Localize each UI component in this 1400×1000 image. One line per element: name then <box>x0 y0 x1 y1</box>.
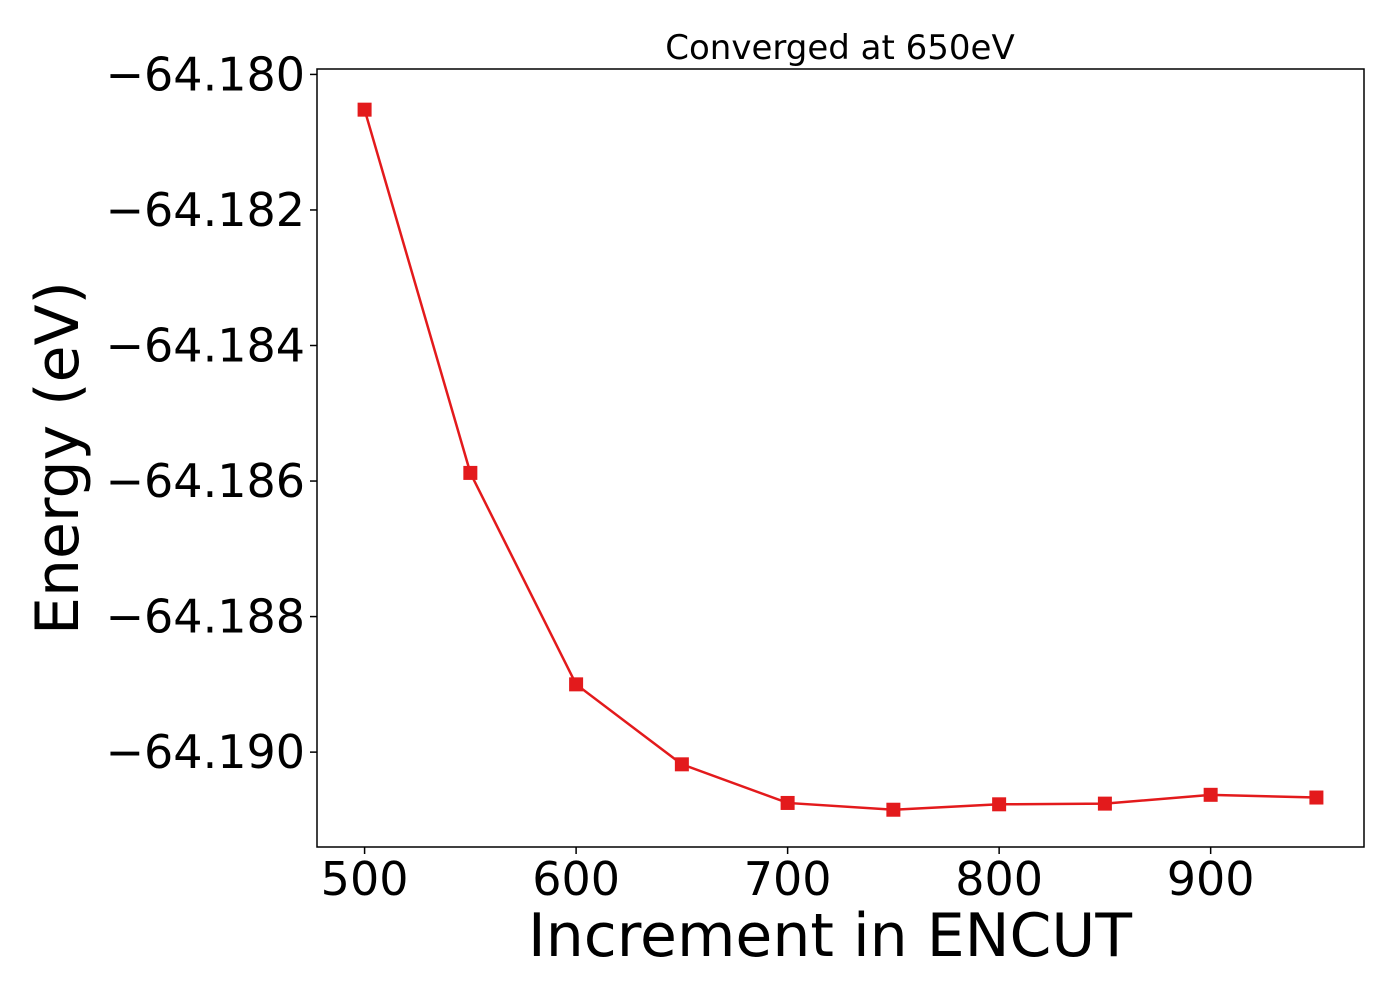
y-tick-label: −64.182 <box>106 183 306 237</box>
x-tick-label: 600 <box>532 852 620 906</box>
x-axis-label: Increment in ENCUT <box>528 901 1132 971</box>
y-axis-label: Energy (eV) <box>23 281 93 635</box>
data-point-marker <box>886 802 901 817</box>
x-tick-label: 700 <box>744 852 832 906</box>
y-tick-label: −64.184 <box>106 319 306 373</box>
plot-area <box>357 102 1324 817</box>
data-point-marker <box>1203 787 1218 802</box>
x-axis: 500 600 700 800 900 <box>321 847 1255 906</box>
data-point-marker <box>463 465 478 480</box>
data-point-marker <box>1097 796 1112 811</box>
chart-title: Converged at 650eV <box>665 28 1014 68</box>
data-point-marker <box>1309 790 1324 805</box>
y-tick-label: −64.186 <box>106 454 306 508</box>
data-point-marker <box>357 102 372 117</box>
series-line <box>363 109 1317 811</box>
x-tick-label: 500 <box>321 852 409 906</box>
data-point-marker <box>992 797 1007 812</box>
y-tick-label: −64.188 <box>106 590 306 644</box>
x-tick-label: 900 <box>1167 852 1255 906</box>
y-tick-label: −64.180 <box>106 47 306 101</box>
data-point-marker <box>674 757 689 772</box>
data-point-marker <box>780 795 795 810</box>
data-point-marker <box>569 677 584 692</box>
plot-frame <box>316 68 1365 848</box>
x-tick-label: 800 <box>955 852 1043 906</box>
y-tick-label: −64.190 <box>106 725 306 779</box>
y-axis: −64.190 −64.188 −64.186 −64.184 −64.182 −64.1… <box>106 47 317 779</box>
